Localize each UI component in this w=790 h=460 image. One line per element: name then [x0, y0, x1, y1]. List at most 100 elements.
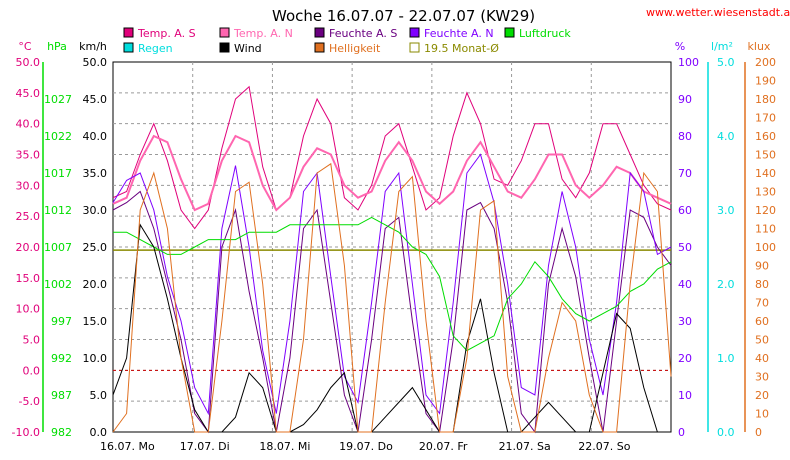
legend-label-feuchte_n: Feuchte A. N [424, 27, 494, 40]
wind-tick-label: 50.0 [83, 56, 108, 69]
press-axis-unit: hPa [47, 40, 67, 53]
hum-tick-label: 100 [678, 56, 699, 69]
lux-tick-label: 80 [755, 278, 769, 291]
legend-label-monat: 19.5 Monat-Ø [424, 42, 499, 55]
temp-tick-label: 15.0 [16, 272, 41, 285]
lux-tick-label: 60 [755, 315, 769, 328]
hum-tick-label: 50 [678, 241, 692, 254]
wind-tick-label: 40.0 [83, 130, 108, 143]
wind-tick-label: 35.0 [83, 167, 108, 180]
press-tick-label: 1002 [44, 278, 72, 291]
wind-tick-label: 10.0 [83, 352, 108, 365]
press-tick-label: 1027 [44, 93, 72, 106]
hum-tick-label: 60 [678, 204, 692, 217]
legend-swatch-regen [123, 42, 134, 53]
rain-tick-label: 0.0 [717, 426, 735, 439]
wind-tick-label: 20.0 [83, 278, 108, 291]
series-wind [112, 223, 671, 433]
legend-swatch-monat [409, 42, 420, 53]
rain-tick-label: 5.0 [717, 56, 735, 69]
hum-tick-label: 80 [678, 130, 692, 143]
day-label: 22.07. So [578, 440, 630, 453]
plot-area [112, 61, 672, 434]
hum-tick-label: 10 [678, 389, 692, 402]
legend-swatch-luftdruck [504, 27, 515, 38]
press-tick-label: 1007 [44, 241, 72, 254]
temp-tick-label: -10.0 [12, 426, 40, 439]
series-feuchte_n [112, 153, 672, 416]
lux-tick-label: 200 [755, 56, 776, 69]
wind-tick-label: 15.0 [83, 315, 108, 328]
series-luftdruck [113, 216, 672, 352]
legend-label-luftdruck: Luftdruck [519, 27, 571, 40]
legend-label-wind: Wind [234, 42, 262, 55]
temp-tick-label: -5.0 [19, 395, 40, 408]
lux-tick-label: 180 [755, 93, 776, 106]
temp-tick-label: 5.0 [23, 334, 41, 347]
legend-swatch-temp_n [219, 27, 230, 38]
legend-label-helligkeit: Helligkeit [329, 42, 381, 55]
series-helligkeit [112, 162, 672, 433]
hum-tick-label: 90 [678, 93, 692, 106]
legend-label-regen: Regen [138, 42, 173, 55]
lux-tick-label: 160 [755, 130, 776, 143]
axes: -10.0 -5.0 0.0 5.0 10.0 15.0 20.0 25.0 30.0 35.0 4… [12, 40, 776, 453]
rain-tick-label: 1.0 [717, 352, 735, 365]
legend-label-feuchte_s: Feuchte A. S [329, 27, 397, 40]
hum-tick-label: 0 [678, 426, 685, 439]
lux-tick-label: 130 [755, 186, 776, 199]
day-label: 17.07. Di [180, 440, 230, 453]
wind-tick-label: 45.0 [83, 93, 108, 106]
rain-tick-label: 3.0 [717, 204, 735, 217]
legend-swatch-wind [219, 42, 230, 53]
day-label: 16.07. Mo [100, 440, 155, 453]
wind-tick-label: 30.0 [83, 204, 108, 217]
hum-axis-unit: % [675, 40, 685, 53]
lux-tick-label: 30 [755, 371, 769, 384]
lux-tick-label: 100 [755, 241, 776, 254]
temp-tick-label: 20.0 [16, 241, 41, 254]
rain-tick-label: 2.0 [717, 278, 735, 291]
lux-tick-label: 190 [755, 75, 776, 88]
press-tick-label: 997 [51, 315, 72, 328]
press-tick-label: 987 [51, 389, 72, 402]
lux-tick-label: 110 [755, 223, 776, 236]
hum-tick-label: 70 [678, 167, 692, 180]
legend-swatch-helligkeit [314, 42, 325, 53]
legend-label-temp_s: Temp. A. S [137, 27, 196, 40]
lux-tick-label: 20 [755, 389, 769, 402]
series-temp_n [112, 134, 672, 212]
legend-label-temp_n: Temp. A. N [233, 27, 293, 40]
day-label: 19.07. Do [339, 440, 393, 453]
series-temp_s [112, 85, 672, 230]
series-feuchte_s [112, 190, 672, 434]
temp-tick-label: 10.0 [16, 303, 41, 316]
temp-tick-label: 25.0 [16, 210, 41, 223]
day-label: 18.07. Mi [259, 440, 310, 453]
rain-tick-label: 4.0 [717, 130, 735, 143]
lux-tick-label: 70 [755, 297, 769, 310]
hum-tick-label: 40 [678, 278, 692, 291]
day-label: 21.07. Sa [499, 440, 551, 453]
legend: Temp. A. S Temp. A. N Feuchte A. S Feuchte … [123, 27, 571, 55]
hum-tick-label: 20 [678, 352, 692, 365]
temp-tick-label: 50.0 [16, 56, 41, 69]
lux-tick-label: 0 [755, 426, 762, 439]
lux-axis-unit: klux [748, 40, 771, 53]
wind-axis-unit: km/h [79, 40, 107, 53]
lux-tick-label: 40 [755, 352, 769, 365]
legend-swatch-temp_s [123, 27, 134, 38]
legend-swatch-feuchte_n [409, 27, 420, 38]
rain-axis-unit: l/m² [711, 40, 733, 53]
temp-tick-label: 40.0 [16, 118, 41, 131]
day-label: 20.07. Fr [419, 440, 468, 453]
lux-tick-label: 10 [755, 408, 769, 421]
wind-tick-label: 0.0 [90, 426, 108, 439]
lux-tick-label: 50 [755, 334, 769, 347]
press-tick-label: 1022 [44, 130, 72, 143]
temp-tick-label: 45.0 [16, 87, 41, 100]
source-link[interactable]: www.wetter.wiesenstadt.at.tt [646, 6, 790, 19]
lux-tick-label: 90 [755, 260, 769, 273]
lux-tick-label: 150 [755, 149, 776, 162]
hum-tick-label: 30 [678, 315, 692, 328]
